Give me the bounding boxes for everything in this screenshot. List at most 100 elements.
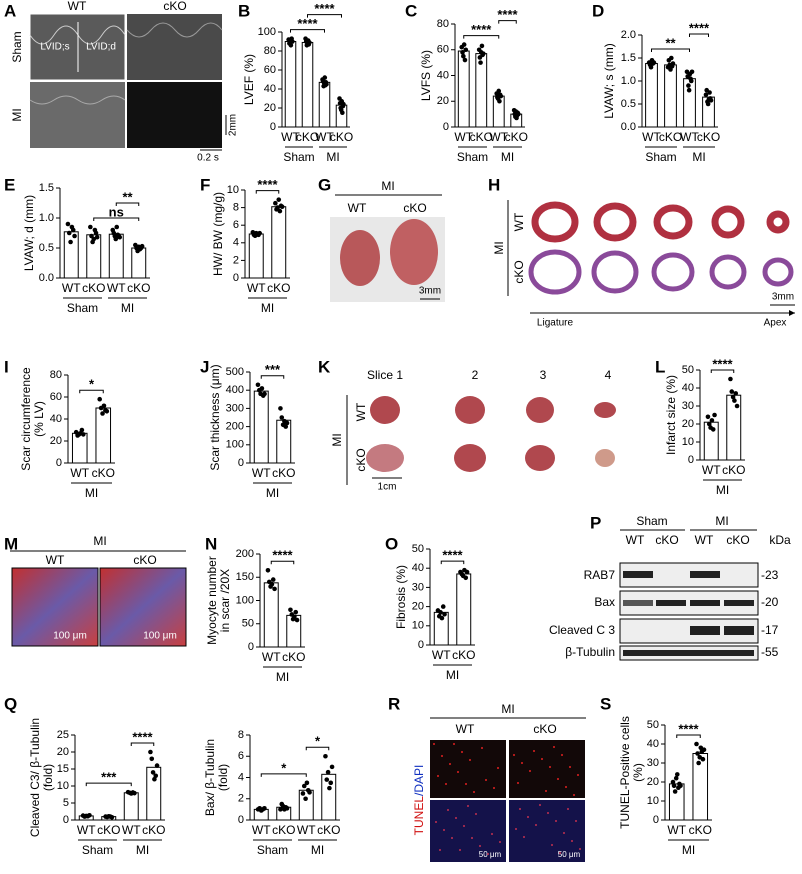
data-point [132,790,137,796]
bar [63,231,79,279]
significance-bracket [651,48,690,52]
image-label: LVID;d [86,42,116,53]
speck [445,783,447,785]
heart [340,230,380,286]
x-tick-label: cKO [92,466,115,480]
bar [86,234,102,279]
y-tick-label: 10 [227,184,239,196]
data-point [303,796,308,802]
data-point [139,243,145,249]
scale-label: 100 μm [53,631,87,642]
data-point [304,780,310,786]
y-tick-label: 200 [236,548,254,560]
speck [567,808,569,810]
y-tick-label: 0 [238,814,244,826]
y-axis-label: Cleaved C3/ β-Tubulin [28,718,42,837]
marker-label: -20 [761,595,779,609]
data-point [706,421,712,427]
slice [525,445,555,471]
data-point [733,391,739,396]
group-label: MI [276,670,289,684]
slice [595,449,615,467]
data-point [670,61,676,66]
data-point [273,200,278,206]
y-tick-label: 40 [264,83,276,95]
speck [451,837,453,839]
y-axis-label: Bax/ β-Tubulin [203,739,217,816]
data-point [327,785,332,791]
significance-bracket [305,746,330,751]
panel-letter: R [388,694,400,713]
group-label: MI [446,668,459,682]
speck [557,778,559,780]
x-tick-label: cKO [127,281,150,295]
data-point [728,376,733,382]
bar [263,582,279,648]
y-tick-label: 500 [226,366,244,378]
y-tick-label: 4 [233,237,239,249]
y-tick-label: 80 [437,18,449,30]
data-point [93,230,99,236]
data-point [65,221,71,227]
y-tick-label: 20 [437,95,449,107]
y-tick-label: 10 [57,780,69,792]
lane-label: cKO [655,533,678,547]
row-label: Sham [10,31,24,62]
y-tick-label: 30 [647,757,659,769]
x-tick-label: WT [454,130,473,144]
speck [485,779,487,781]
speck [443,829,445,831]
x-tick-label: cKO [97,823,120,837]
y-tick-label: 0 [443,121,449,133]
panel-letter: P [590,513,601,532]
group-label: MI [501,150,514,164]
band [724,626,754,635]
slice [651,252,695,292]
speck [553,746,555,748]
x-tick-label: WT [489,130,508,144]
y-tick-label: 40 [50,413,62,425]
speck [523,836,525,838]
speck [481,747,483,749]
y-tick-label: 20 [50,435,62,447]
band-label: β-Tubulin [565,645,615,659]
speck [467,805,469,807]
significance-bracket [260,773,307,777]
data-point [442,611,447,617]
tunel-image [509,740,585,798]
speck [457,771,459,773]
significance-bracket [93,217,140,221]
data-point [479,43,485,49]
significance-bracket [463,35,500,39]
group-label: MI [266,486,279,500]
data-point [671,783,677,789]
scale-label: 3mm [772,292,794,303]
significance-bracket [440,560,465,565]
data-point [461,42,467,47]
group-label: MI [381,179,394,193]
row-label: MI [10,108,24,121]
x-tick-label: cKO [282,650,305,664]
y-axis-label: (%) [631,763,645,782]
stain-label: TUNEL/DAPI [412,765,426,836]
marker-label: -55 [761,645,779,659]
significance-bracket [689,33,709,37]
band [623,571,653,578]
speck [469,759,471,761]
speck [563,832,565,834]
data-point [68,239,73,245]
data-point [707,90,712,95]
y-tick-label: 0 [233,272,239,284]
x-tick-label: WT [315,130,334,144]
group-label: MI [121,301,134,315]
bar [457,50,470,128]
group-label: MI [93,534,106,548]
data-point [460,50,465,55]
data-point [328,780,334,786]
data-point [695,751,700,756]
data-point [154,763,160,768]
significance-label: **** [678,721,699,736]
slice [528,249,582,295]
data-point [703,92,709,98]
group-label: MI [326,150,339,164]
